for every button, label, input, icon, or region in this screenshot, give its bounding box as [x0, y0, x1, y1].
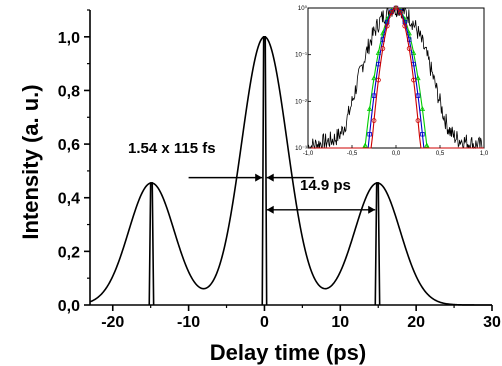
inset-x-tick-label: 0,0: [392, 151, 401, 157]
inset-marker: [389, 10, 395, 15]
main-axes: -20 -10 0 10 20 30 0,0 0,2 0,4 0,6 0,8 1,0: [58, 9, 501, 331]
inset-y-tick-label: 10⁻¹: [295, 53, 307, 59]
inset-y-tick-label: 10⁻²: [295, 99, 307, 105]
arrow-head: [368, 205, 376, 214]
arrow-head: [266, 205, 274, 214]
inset-marker: [371, 93, 377, 98]
spike-peak: [148, 182, 155, 306]
inset-marker: [397, 10, 403, 15]
inset-y-tick-label: 10⁻³: [295, 146, 307, 152]
y-tick-label: 0,0: [58, 298, 80, 315]
x-tick-label: 30: [483, 314, 501, 331]
inset-series-line: [307, 7, 484, 150]
x-tick-label: 0: [260, 314, 269, 331]
inset-plot: -1,0 -0,5 0,0 0,5 1,0 10⁻³ 10⁻² 10⁻¹ 10⁰: [295, 4, 489, 157]
inset-marker: [366, 105, 373, 112]
inset-marker: [415, 118, 421, 123]
inset-marker: [371, 75, 377, 81]
inset-x-tick-label: -0,5: [347, 151, 358, 157]
inset-x-tick-label: 0,5: [436, 151, 445, 157]
annotations: 1.54 x 115 fs 14.9 ps: [128, 140, 376, 214]
x-tick-label: 10: [331, 314, 349, 331]
arrow-head: [266, 173, 274, 182]
inset-marker: [415, 75, 421, 81]
inset-marker: [362, 142, 368, 148]
inset-x-tick-label: 1,0: [480, 151, 489, 157]
x-tick-label: 20: [407, 314, 425, 331]
inset-marker: [371, 118, 377, 123]
inset-marker: [406, 46, 412, 51]
annotation-delay: 14.9 ps: [300, 177, 351, 194]
y-tick-label: 0,2: [58, 244, 80, 261]
inset-marker: [384, 23, 390, 29]
inset-marker: [419, 105, 426, 112]
y-axis-title: Intensity (a. u.): [18, 84, 43, 239]
inset-marker: [424, 142, 430, 148]
x-axis-title: Delay time (ps): [210, 340, 367, 365]
inset-marker: [367, 132, 372, 137]
inset-marker: [393, 5, 399, 11]
spike-peak: [374, 182, 381, 306]
inset-frame: [307, 7, 485, 149]
inset-marker: [375, 77, 381, 83]
inset-marker: [402, 23, 408, 29]
x-tick-label: -20: [101, 314, 124, 331]
y-tick-label: 0,4: [58, 191, 80, 208]
inset-y-tick-label: 10⁰: [298, 5, 308, 12]
y-tick-label: 1,0: [58, 30, 80, 47]
inset-series-line: [308, 7, 484, 149]
arrow-head: [255, 173, 263, 182]
series-line: [89, 36, 492, 306]
inset-marker: [420, 132, 425, 137]
x-tick-label: -10: [177, 314, 200, 331]
inset-marker: [380, 46, 386, 51]
inset-marker: [375, 49, 382, 55]
y-tick-label: 0,8: [58, 83, 80, 100]
inset-marker: [410, 49, 417, 55]
inset-marker: [415, 93, 421, 98]
spike-peak: [261, 36, 268, 306]
main-plot-area: [89, 36, 492, 306]
inset-marker: [411, 77, 417, 83]
annotation-fwhm: 1.54 x 115 fs: [128, 140, 216, 157]
y-tick-label: 0,6: [58, 137, 80, 154]
inset-x-tick-label: -1,0: [303, 151, 314, 157]
